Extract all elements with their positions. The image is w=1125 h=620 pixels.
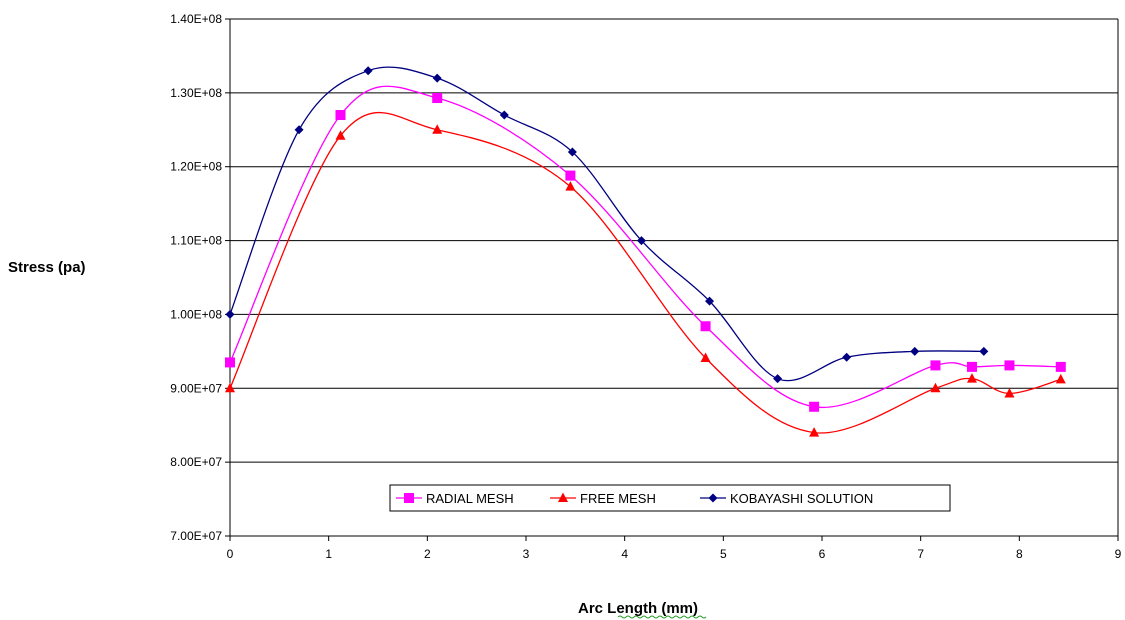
data-point-kobayashi-solution — [979, 346, 989, 356]
y-tick-label: 1.20E+08 — [170, 160, 222, 174]
y-tick-label: 1.30E+08 — [170, 86, 222, 100]
x-tick-label: 4 — [621, 547, 628, 561]
x-tick-label: 8 — [1016, 547, 1023, 561]
ticks-layer: 7.00E+07 8.00E+07 9.00E+07 1.00E+08 1.10E+08… — [170, 12, 1121, 561]
data-point-free-mesh — [1004, 387, 1015, 398]
data-point-kobayashi-solution — [842, 352, 852, 362]
legend-item-radial-mesh: RADIAL MESH — [396, 491, 514, 506]
legend-label-radial-mesh: RADIAL MESH — [426, 491, 514, 506]
x-tick-label: 3 — [523, 547, 530, 561]
y-tick-label: 1.00E+08 — [170, 307, 222, 321]
data-point-kobayashi-solution — [225, 309, 235, 319]
data-point-kobayashi-solution — [773, 374, 783, 384]
legend-label-kobayashi-solution: KOBAYASHI SOLUTION — [730, 491, 873, 506]
data-point-free-mesh — [809, 427, 820, 437]
data-point-kobayashi-solution — [910, 346, 920, 356]
series-layer — [225, 66, 1066, 437]
series-radial-mesh — [225, 85, 1066, 412]
y-tick-label: 9.00E+07 — [170, 381, 222, 395]
data-point-radial-mesh — [335, 110, 346, 121]
data-point-free-mesh — [700, 352, 711, 363]
x-tick-label: 2 — [424, 547, 431, 561]
data-point-radial-mesh — [809, 401, 820, 412]
data-point-free-mesh — [335, 130, 346, 140]
y-tick-label: 7.00E+07 — [170, 529, 222, 543]
data-point-radial-mesh — [432, 93, 443, 104]
data-point-radial-mesh — [930, 360, 941, 371]
y-tick-label: 8.00E+07 — [170, 455, 222, 469]
y-tick-label: 1.40E+08 — [170, 12, 222, 26]
data-point-radial-mesh — [1004, 360, 1015, 371]
x-tick-label: 5 — [720, 547, 727, 561]
data-point-kobayashi-solution — [705, 296, 715, 306]
data-point-free-mesh — [225, 382, 235, 393]
legend: RADIAL MESH FREE MESH KOBAYASHI SOLUTION — [389, 484, 951, 512]
x-tick-label: 7 — [917, 547, 924, 561]
data-point-free-mesh — [565, 181, 576, 191]
data-point-radial-mesh — [966, 361, 977, 372]
axes-layer — [229, 19, 1119, 537]
legend-marker-radial-mesh — [404, 493, 414, 503]
data-point-free-mesh — [930, 382, 941, 393]
x-tick-label: 6 — [819, 547, 826, 561]
data-point-radial-mesh — [1055, 361, 1066, 372]
grid-layer — [230, 18, 1118, 463]
legend-label-free-mesh: FREE MESH — [580, 491, 656, 506]
y-axis-title: Stress (pa) — [8, 259, 86, 276]
series-kobayashi-solution — [225, 66, 989, 384]
legend-item-free-mesh: FREE MESH — [550, 491, 656, 506]
data-point-kobayashi-solution — [636, 236, 646, 246]
legend-box — [389, 484, 951, 512]
legend-marker-kobayashi-solution — [708, 493, 718, 503]
data-point-radial-mesh — [700, 321, 711, 332]
data-point-free-mesh — [1055, 373, 1066, 384]
data-point-free-mesh — [966, 373, 977, 383]
legend-marker-free-mesh — [558, 492, 568, 502]
spellcheck-underline — [617, 615, 707, 619]
series-line-radial-mesh — [229, 85, 1061, 409]
legend-item-kobayashi-solution: KOBAYASHI SOLUTION — [700, 491, 873, 506]
data-point-kobayashi-solution — [499, 110, 509, 120]
data-point-kobayashi-solution — [432, 73, 442, 83]
data-point-radial-mesh — [565, 170, 576, 181]
x-axis-title: Arc Length (mm) — [578, 600, 698, 617]
data-point-kobayashi-solution — [567, 147, 577, 157]
x-tick-label: 1 — [325, 547, 332, 561]
x-tick-label: 9 — [1115, 547, 1122, 561]
x-tick-label: 0 — [227, 547, 234, 561]
data-point-kobayashi-solution — [294, 125, 304, 135]
y-tick-label: 1.10E+08 — [170, 234, 222, 248]
data-point-radial-mesh — [225, 357, 235, 368]
series-free-mesh — [225, 111, 1066, 437]
data-point-kobayashi-solution — [363, 66, 373, 76]
data-point-free-mesh — [432, 124, 443, 134]
legend-items: RADIAL MESH FREE MESH KOBAYASHI SOLUTION — [396, 491, 873, 506]
